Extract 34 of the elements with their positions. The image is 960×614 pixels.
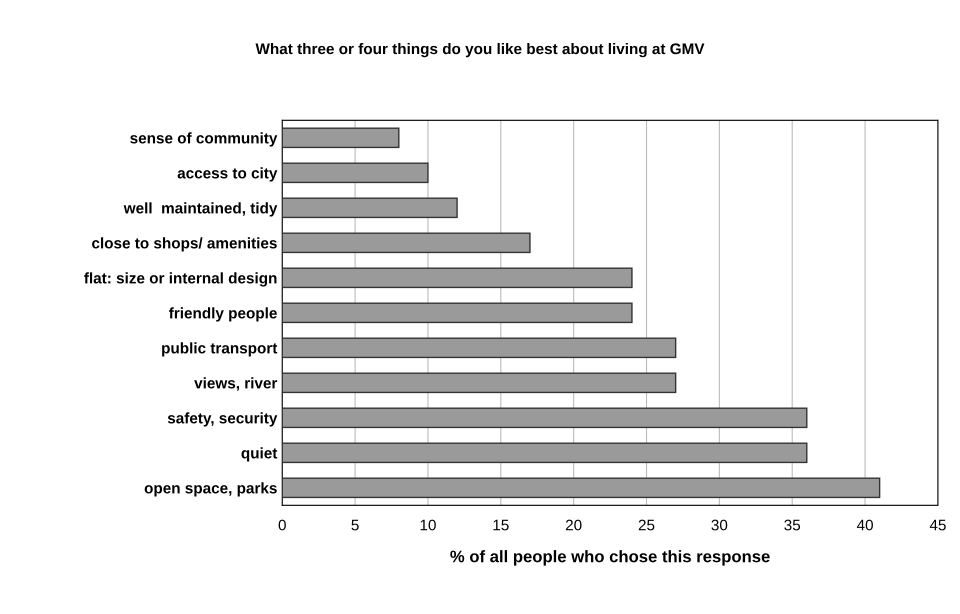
y-tick-label: open space, parks [144,482,277,497]
x-tick-label: 10 [420,520,436,530]
y-tick-label: safety, security [168,412,278,427]
x-tick-label: 25 [638,520,654,530]
y-tick-label: access to city [178,167,278,182]
bar [282,338,676,358]
x-tick-label: 0 [278,520,286,530]
bar [282,478,880,498]
y-tick-label: sense of community [130,132,278,147]
bar [282,268,633,288]
bar [282,232,531,254]
bar [282,128,400,148]
x-tick-label: 30 [711,520,728,530]
bar [282,442,808,464]
x-tick-label: 15 [493,520,509,530]
chart-title: What three or four things do you like best about living at GMV [256,42,704,58]
bar [282,302,633,324]
y-tick-label: public transport [162,342,278,357]
bar [282,162,429,184]
y-tick-label: well maintained, tidy [124,202,278,217]
bar [282,372,676,394]
x-axis-title: % of all people who chose this response [450,550,770,566]
y-tick-label: quiet [242,447,278,462]
x-tick-label: 40 [856,520,873,530]
y-tick-label: friendly people [168,307,277,322]
bar [282,408,808,428]
y-tick-label: flat: size or internal design [84,272,276,287]
bar [282,198,458,218]
y-tick-label: views, river [194,377,278,391]
x-tick-label: 20 [566,520,582,530]
x-tick-label: 5 [351,520,359,530]
y-tick-label: close to shops/ amenities [92,237,277,252]
x-tick-label: 45 [930,520,946,530]
x-tick-label: 35 [784,520,800,530]
